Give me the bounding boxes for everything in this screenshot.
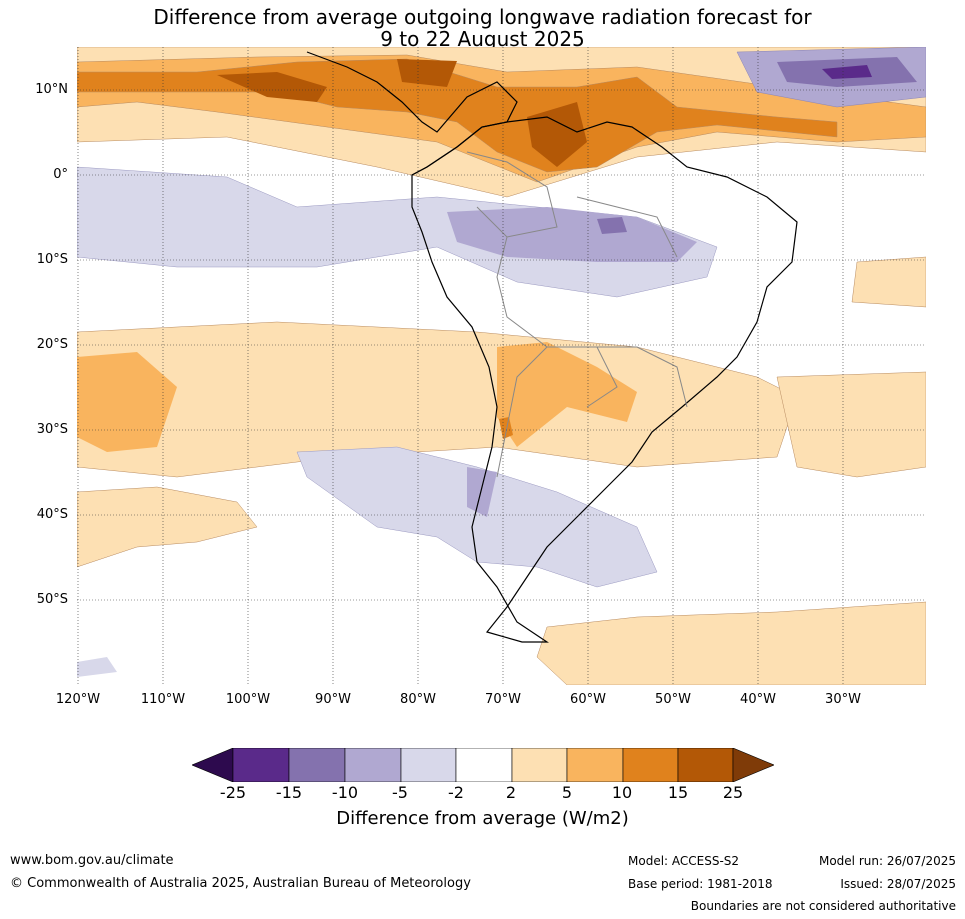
lon-label-90w: 90°W — [315, 692, 351, 707]
colorbar-segment--10--5 — [344, 748, 402, 782]
lon-label-60w: 60°W — [570, 692, 606, 707]
footer-website: www.bom.gov.au/climate — [10, 853, 174, 868]
colorbar-tick--15: -15 — [275, 783, 303, 802]
lon-label-70w: 70°W — [485, 692, 521, 707]
lat-label-0: 0° — [53, 167, 68, 182]
anomaly-region-equatorial-negative-peak — [597, 217, 627, 234]
lon-label-120w: 120°W — [55, 692, 101, 707]
colorbar-tick--2: -2 — [448, 783, 464, 802]
anomaly-region-south-band-light — [77, 321, 798, 478]
anomaly-region-south-band-medium-west — [77, 352, 177, 452]
colorbar-segment--15--10 — [288, 748, 346, 782]
colorbar-tick-10: 10 — [611, 783, 633, 802]
anomaly-region-far-south-positive — [536, 601, 926, 685]
country-borders — [466, 151, 688, 478]
lat-label-20s: 20°S — [36, 337, 68, 352]
anomaly-region-north-band-peak-3 — [397, 59, 457, 87]
anomaly-region-equatorial-negative — [77, 166, 718, 298]
colorbar-segment--25--15 — [232, 748, 290, 782]
south-america-coastline — [411, 116, 798, 643]
colorbar-tick--25: -25 — [219, 783, 247, 802]
anomaly-region-south-negative-core — [467, 467, 497, 517]
anomaly-region-north-band-peak-1 — [217, 72, 327, 102]
anomaly-region-southwest-negative — [77, 657, 117, 677]
lon-label-110w: 110°W — [140, 692, 186, 707]
footer-disclaimer: Boundaries are not considered authoritat… — [690, 899, 956, 913]
footer-model-run: Model run: 26/07/2025 — [818, 854, 956, 868]
lon-label-100w: 100°W — [225, 692, 271, 707]
central-america-coastline — [306, 51, 518, 176]
map-title-line2: 9 to 22 August 2025 — [380, 27, 585, 51]
lat-label-10n: 10°N — [35, 82, 68, 97]
colorbar-segment-2-5 — [511, 748, 568, 782]
anomaly-region-southwest-positive — [77, 486, 258, 568]
anomaly-region-east-positive — [776, 371, 926, 478]
colorbar-segment-5-10 — [566, 748, 624, 782]
anomaly-region-northeast-negative-peak — [822, 65, 872, 79]
lon-label-30w: 30°W — [825, 692, 861, 707]
colorbar-tick-25: 25 — [722, 783, 744, 802]
anomaly-map — [77, 47, 926, 685]
lon-label-40w: 40°W — [740, 692, 776, 707]
colorbar-tick--5: -5 — [392, 783, 408, 802]
map-title-line1: Difference from average outgoing longwav… — [153, 5, 812, 29]
colorbar-segment--2-2 — [455, 748, 513, 782]
lon-label-80w: 80°W — [400, 692, 436, 707]
footer-issued: Issued: 28/07/2025 — [840, 877, 956, 891]
colorbar — [192, 748, 774, 782]
colorbar-tick--10: -10 — [331, 783, 359, 802]
anomaly-region-equatorial-negative-core — [447, 207, 697, 262]
footer-copyright: © Commonwealth of Australia 2025, Austra… — [10, 876, 471, 891]
lat-label-30s: 30°S — [36, 422, 68, 437]
lon-label-50w: 50°W — [655, 692, 691, 707]
colorbar-tick-2: 2 — [505, 783, 517, 802]
anomaly-region-north-band-peak-2 — [527, 102, 587, 167]
footer-model: Model: ACCESS-S2 — [628, 854, 740, 868]
lat-label-50s: 50°S — [36, 592, 68, 607]
colorbar-tick-5: 5 — [561, 783, 573, 802]
colorbar-segment-below--25 — [192, 748, 234, 782]
footer-base-period: Base period: 1981-2018 — [628, 877, 773, 891]
colorbar-segment--5--2 — [400, 748, 457, 782]
colorbar-segment-above-25 — [732, 748, 774, 782]
anomaly-region-far-east-positive — [851, 256, 926, 308]
colorbar-segment-10-15 — [622, 748, 679, 782]
graticule — [77, 47, 926, 685]
anomaly-region-south-band-medium-land — [497, 342, 637, 447]
anomaly-region-south-band-peak — [499, 417, 513, 439]
colorbar-tick-15: 15 — [667, 783, 689, 802]
lat-label-10s: 10°S — [36, 252, 68, 267]
colorbar-segment-15-25 — [677, 748, 734, 782]
anomaly-region-south-negative — [296, 446, 658, 588]
lat-label-40s: 40°S — [36, 507, 68, 522]
colorbar-label: Difference from average (W/m2) — [336, 808, 629, 829]
